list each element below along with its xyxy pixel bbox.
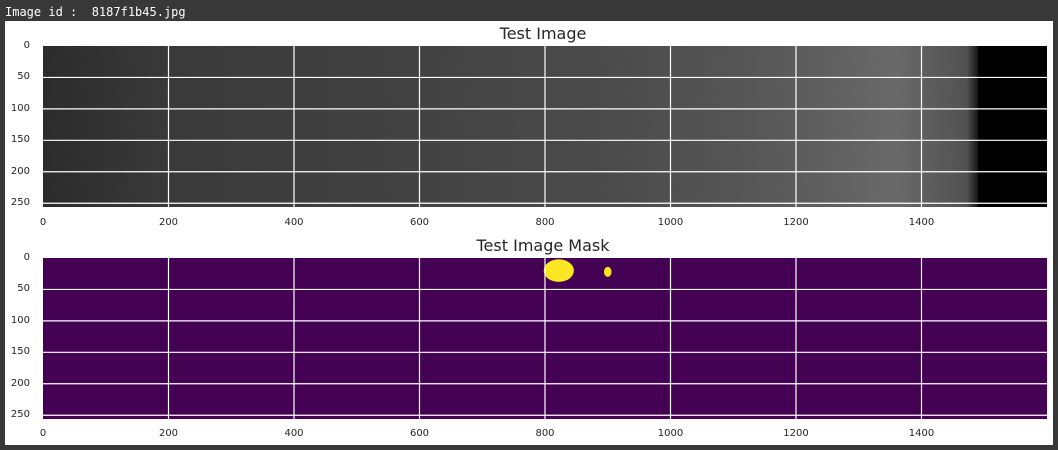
test-image-title: Test Image [499, 24, 587, 43]
top-xtick-label: 1200 [783, 217, 809, 228]
test-image-plot [43, 46, 1047, 207]
test-image-grid [43, 46, 1047, 207]
top-xtick-label: 400 [284, 217, 304, 228]
top-ytick-label: 200 [10, 165, 30, 177]
bottom-ytick-label: 0 [23, 252, 30, 263]
test-image-canvas [43, 46, 1047, 207]
image-id-label: Image id : 8187f1b45.jpg [5, 5, 186, 19]
test-image-mask-plot [43, 258, 1047, 419]
figure: Test Image [5, 21, 1053, 445]
mask-defect-region [603, 266, 612, 277]
test-image-dark-band [977, 46, 1047, 207]
bottom-ytick-label: 150 [10, 346, 30, 358]
bottom-xtick-label: 1400 [908, 428, 935, 439]
bottom-xtick-label: 1200 [783, 428, 809, 439]
top-ytick-label: 100 [10, 102, 30, 114]
bottom-ytick-label: 50 [17, 283, 30, 295]
mask-defect-region [543, 259, 574, 282]
bottom-ytick-label: 100 [10, 314, 30, 326]
test-image-mask-title: Test Image Mask [476, 236, 610, 255]
bottom-ytick-label: 250 [10, 409, 30, 421]
top-ytick-label: 50 [17, 71, 30, 83]
top-xtick-label: 800 [535, 217, 555, 228]
top-xtick-label: 1400 [908, 217, 935, 228]
top-ytick-label: 0 [23, 40, 30, 51]
top-ytick-label: 150 [10, 134, 30, 146]
top-xtick-label: 200 [158, 217, 179, 228]
top-xtick-label: 1000 [657, 217, 684, 228]
bottom-xtick-label: 400 [284, 428, 304, 439]
bottom-xtick-label: 600 [409, 428, 430, 439]
test-image-mask-grid [43, 258, 1047, 419]
top-xtick-label: 0 [39, 217, 47, 228]
bottom-xtick-label: 0 [39, 428, 47, 439]
bottom-ytick-label: 200 [10, 377, 30, 389]
bottom-xtick-label: 1000 [657, 428, 684, 439]
test-image-mask-canvas [43, 258, 1047, 419]
bottom-xtick-label: 200 [158, 428, 179, 439]
mask-regions [543, 259, 612, 282]
top-ytick-label: 250 [10, 197, 30, 209]
top-xtick-label: 600 [409, 217, 430, 228]
bottom-xtick-label: 800 [535, 428, 555, 439]
